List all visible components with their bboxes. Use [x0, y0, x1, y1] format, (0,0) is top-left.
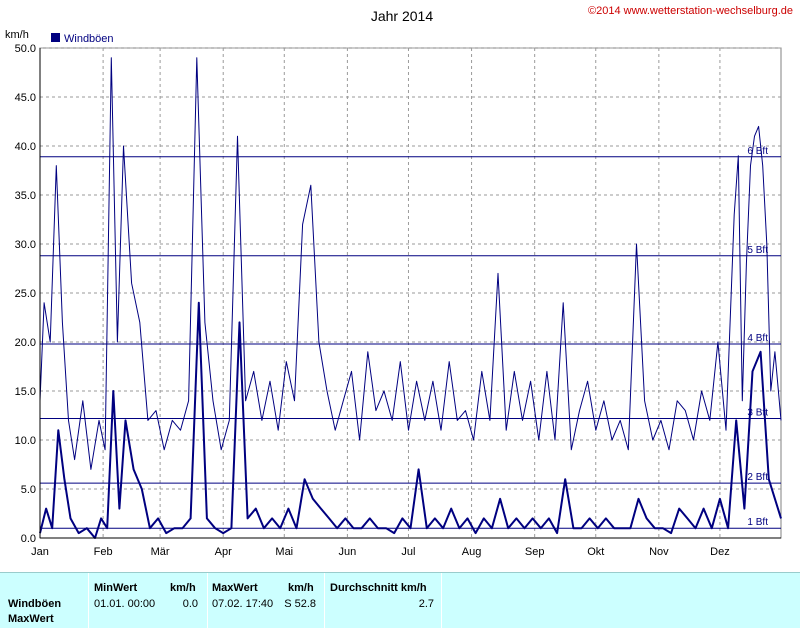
stats-max-value: S 52.8	[284, 598, 316, 610]
stats-min-value: 0.0	[182, 598, 198, 610]
stats-min-time: 01.01. 00:00	[94, 598, 156, 610]
x-tick-label: Dez	[710, 546, 730, 558]
y-tick-label: 15.0	[15, 386, 36, 398]
copyright-text: ©2014 www.wetterstation-wechselburg.de	[588, 5, 793, 17]
stats-avg-header: Durchschnitt km/h	[330, 582, 427, 594]
beaufort-label: 3 Bft	[747, 407, 768, 418]
x-tick-label: Okt	[587, 546, 604, 558]
y-tick-label: 45.0	[15, 92, 36, 104]
beaufort-label: 6 Bft	[747, 146, 768, 157]
x-tick-label: Feb	[94, 546, 113, 558]
y-tick-label: 35.0	[15, 190, 36, 202]
x-tick-label: Nov	[649, 546, 669, 558]
wind-chart: Jahr 2014 ©2014 www.wetterstation-wechse…	[5, 5, 793, 558]
y-unit-label: km/h	[5, 29, 29, 41]
stats-max-time: 07.02. 17:40	[212, 598, 274, 610]
y-tick-label: 30.0	[15, 239, 36, 251]
legend-swatch	[51, 33, 60, 42]
stats-min-header: MinWert	[94, 582, 138, 594]
beaufort-label: 1 Bft	[747, 517, 768, 528]
stats-max-unit-header: km/h	[288, 582, 314, 594]
statistics-panel: MinWert km/h MaxWert km/h Durchschnitt k…	[0, 572, 800, 628]
stats-row-label-2: MaxWert	[8, 613, 54, 625]
stats-min-unit-header: km/h	[170, 582, 196, 594]
y-tick-label: 10.0	[15, 435, 36, 447]
legend-label-windboeen: Windböen	[64, 33, 114, 45]
x-tick-label: Apr	[215, 546, 232, 558]
plot-area	[39, 47, 782, 539]
x-tick-label: Sep	[525, 546, 545, 558]
x-tick-label: Jun	[339, 546, 357, 558]
x-tick-label: Aug	[462, 546, 482, 558]
series-line-windboeen	[39, 57, 782, 470]
y-tick-label: 5.0	[21, 484, 36, 496]
y-tick-label: 0.0	[21, 533, 36, 545]
chart-title: Jahr 2014	[371, 8, 433, 24]
stats-avg-value: 2.7	[418, 598, 434, 610]
y-tick-label: 50.0	[15, 43, 36, 55]
series-line-mittelwind	[39, 301, 782, 539]
y-tick-label: 20.0	[15, 337, 36, 349]
x-tick-label: Mai	[275, 546, 293, 558]
stats-row-label: Windböen	[8, 598, 62, 610]
x-tick-label: Jul	[401, 546, 415, 558]
x-tick-label: Mär	[151, 546, 170, 558]
beaufort-label: 2 Bft	[747, 472, 768, 483]
x-tick-label: Jan	[31, 546, 49, 558]
stats-max-header: MaxWert	[212, 582, 258, 594]
y-tick-label: 40.0	[15, 141, 36, 153]
beaufort-label: 4 Bft	[747, 333, 768, 344]
y-tick-label: 25.0	[15, 288, 36, 300]
beaufort-label: 5 Bft	[747, 245, 768, 256]
